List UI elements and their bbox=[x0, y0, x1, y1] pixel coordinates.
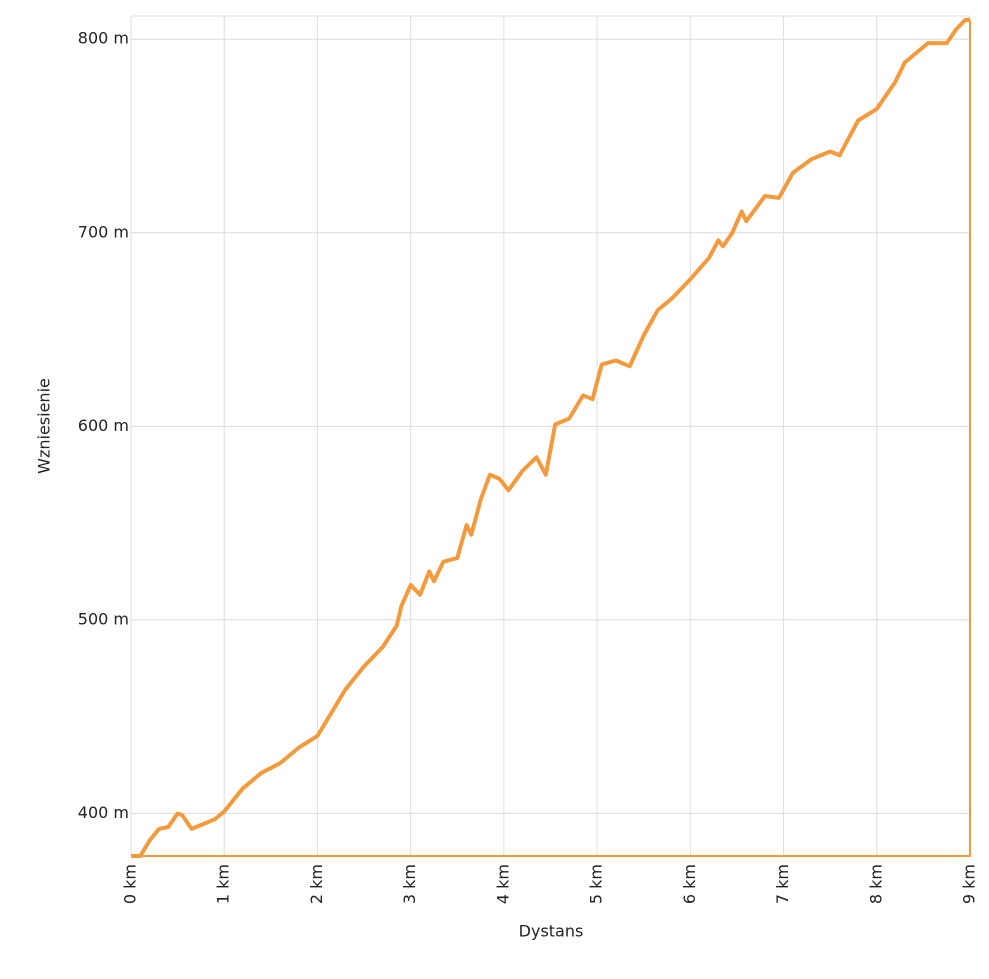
y-tick-label: 400 m bbox=[78, 803, 129, 822]
x-tick-label: 8 km bbox=[866, 864, 885, 904]
x-tick-label: 0 km bbox=[121, 864, 140, 904]
x-tick-label: 5 km bbox=[587, 864, 606, 904]
x-tick-label: 6 km bbox=[680, 864, 699, 904]
y-axis-label: Wzniesienie bbox=[35, 378, 54, 474]
x-tick-label: 1 km bbox=[214, 864, 233, 904]
x-tick-label: 2 km bbox=[307, 864, 326, 904]
x-tick-label: 7 km bbox=[773, 864, 792, 904]
line bbox=[131, 17, 970, 858]
area-outline bbox=[131, 20, 971, 857]
x-tick-label: 4 km bbox=[493, 864, 512, 904]
x-axis-label: Dystans bbox=[519, 922, 584, 941]
x-tick-label: 3 km bbox=[400, 864, 419, 904]
y-tick-label: 800 m bbox=[78, 29, 129, 48]
y-tick-label: 600 m bbox=[78, 416, 129, 435]
y-tick-label: 700 m bbox=[78, 222, 129, 241]
y-tick-label: 500 m bbox=[78, 609, 129, 628]
x-tick-label: 9 km bbox=[960, 864, 979, 904]
